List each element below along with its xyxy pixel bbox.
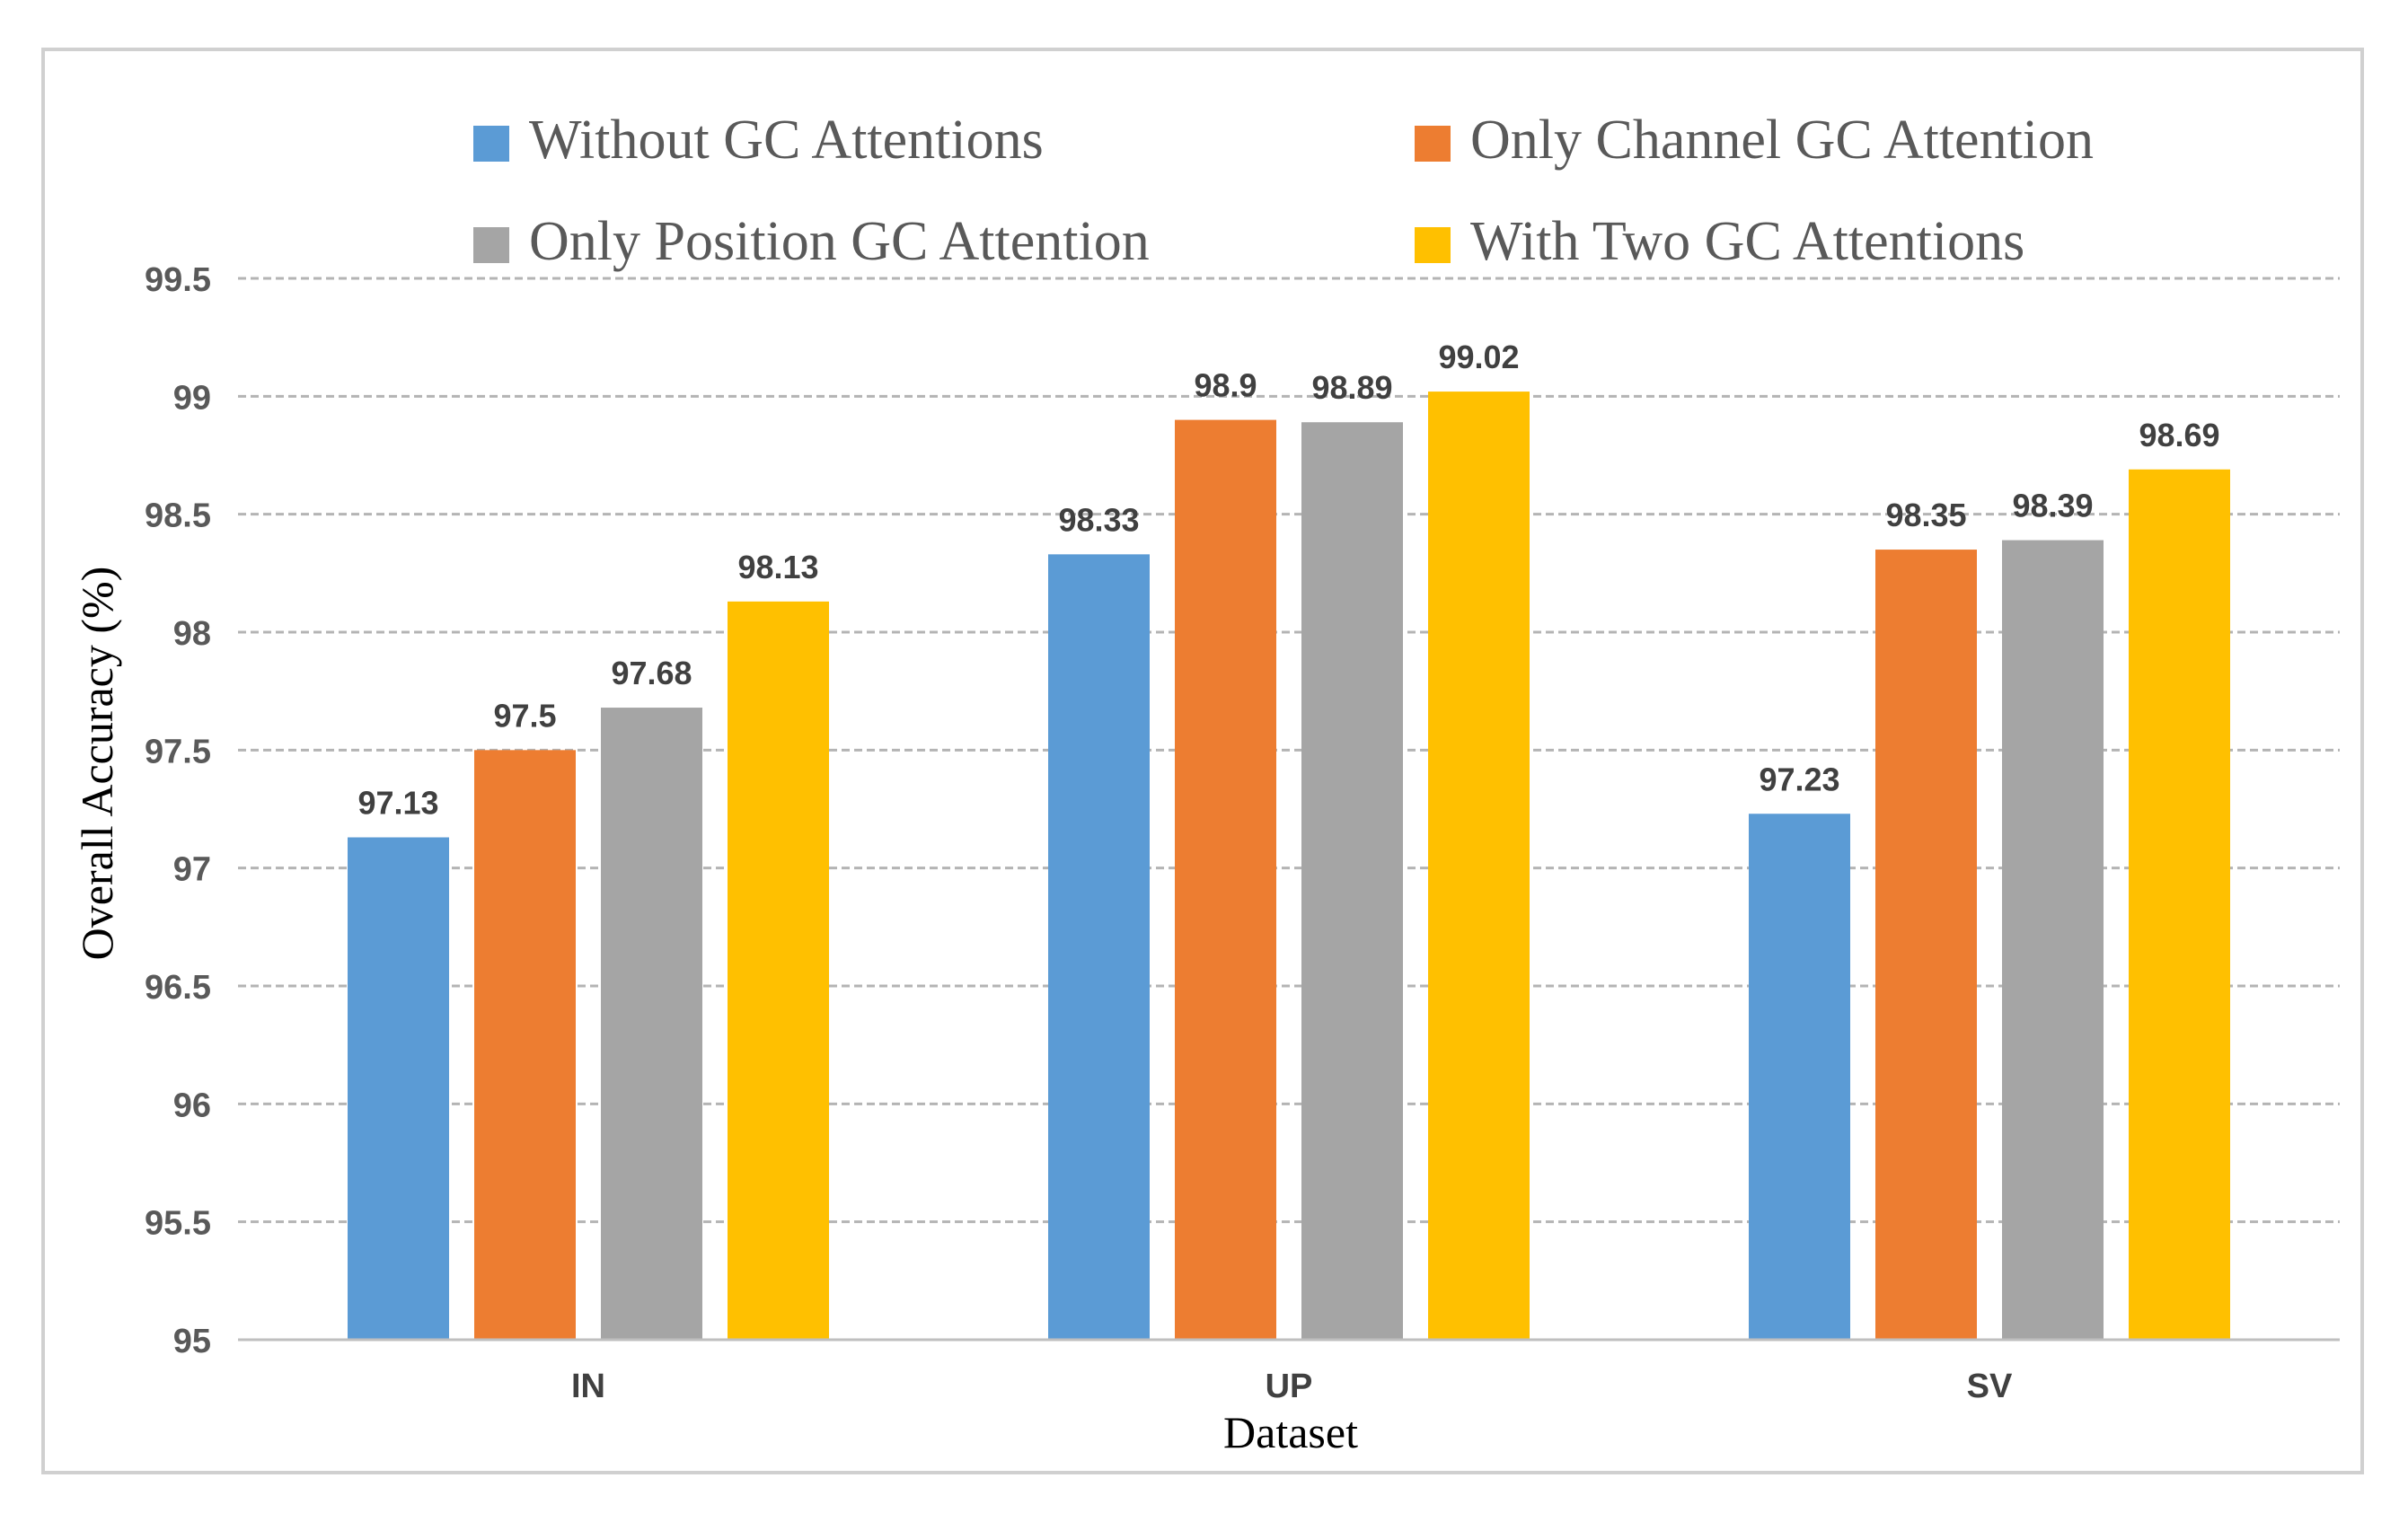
- x-tick-label: IN: [571, 1368, 605, 1405]
- axes: 95 95.5 96 96.5 97 97.5 98 98.5 99 99.5 IN UP SV: [145, 261, 2340, 1405]
- legend-label: Only Channel GC Attention: [1470, 110, 2094, 171]
- bar: [348, 837, 449, 1340]
- y-tick-label: 99: [173, 379, 211, 417]
- data-label: 97.5: [493, 697, 556, 734]
- bar: [1301, 422, 1403, 1340]
- bars: [348, 392, 2230, 1341]
- x-tick-label: UP: [1266, 1368, 1313, 1405]
- data-label: 98.35: [1885, 497, 1966, 533]
- y-tick-label: 99.5: [145, 261, 211, 299]
- y-tick-label: 98.5: [145, 497, 211, 535]
- data-label: 98.33: [1058, 501, 1139, 538]
- data-label: 97.68: [611, 655, 692, 691]
- y-tick-label: 96: [173, 1087, 211, 1124]
- bar: [474, 750, 576, 1340]
- legend-swatch: [1415, 126, 1451, 162]
- data-label: 98.89: [1311, 369, 1392, 406]
- legend-label: Only Position GC Attention: [529, 211, 1150, 272]
- bar: [1048, 554, 1150, 1340]
- y-axis-title: Overall Accuracy (%): [72, 567, 122, 961]
- y-tick-label: 98: [173, 615, 211, 653]
- legend: Without GC Attentions Only Channel GC Att…: [473, 110, 2094, 272]
- bar: [2002, 540, 2104, 1340]
- data-labels: 97.13 97.5 97.68 98.13 98.33 98.9 98.89 99.02 97…: [357, 339, 2219, 821]
- data-label: 98.13: [737, 549, 818, 585]
- bar: [728, 601, 829, 1340]
- y-tick-label: 97: [173, 851, 211, 889]
- data-label: 97.23: [1759, 761, 1839, 797]
- gridlines: [238, 277, 2340, 1224]
- x-tick-label: SV: [1967, 1368, 2013, 1405]
- y-tick-label: 97.5: [145, 733, 211, 770]
- legend-swatch: [1415, 227, 1451, 263]
- x-axis-title: Dataset: [1223, 1407, 1358, 1457]
- bar: [601, 708, 702, 1340]
- bar: [1749, 814, 1850, 1340]
- data-label: 98.9: [1194, 367, 1257, 404]
- data-label: 98.39: [2012, 488, 2093, 524]
- legend-swatch: [473, 126, 509, 162]
- legend-label: With Two GC Attentions: [1470, 211, 2024, 272]
- bar: [1175, 419, 1276, 1341]
- legend-swatch: [473, 227, 509, 263]
- bar: [1875, 550, 1977, 1340]
- data-label: 99.02: [1438, 339, 1519, 375]
- data-label: 98.69: [2139, 417, 2219, 453]
- y-tick-label: 95: [173, 1323, 211, 1360]
- data-label: 97.13: [357, 785, 438, 822]
- y-tick-label: 96.5: [145, 969, 211, 1007]
- bar: [1428, 392, 1530, 1341]
- y-tick-label: 95.5: [145, 1205, 211, 1243]
- legend-label: Without GC Attentions: [529, 110, 1044, 171]
- bar: [2129, 469, 2230, 1340]
